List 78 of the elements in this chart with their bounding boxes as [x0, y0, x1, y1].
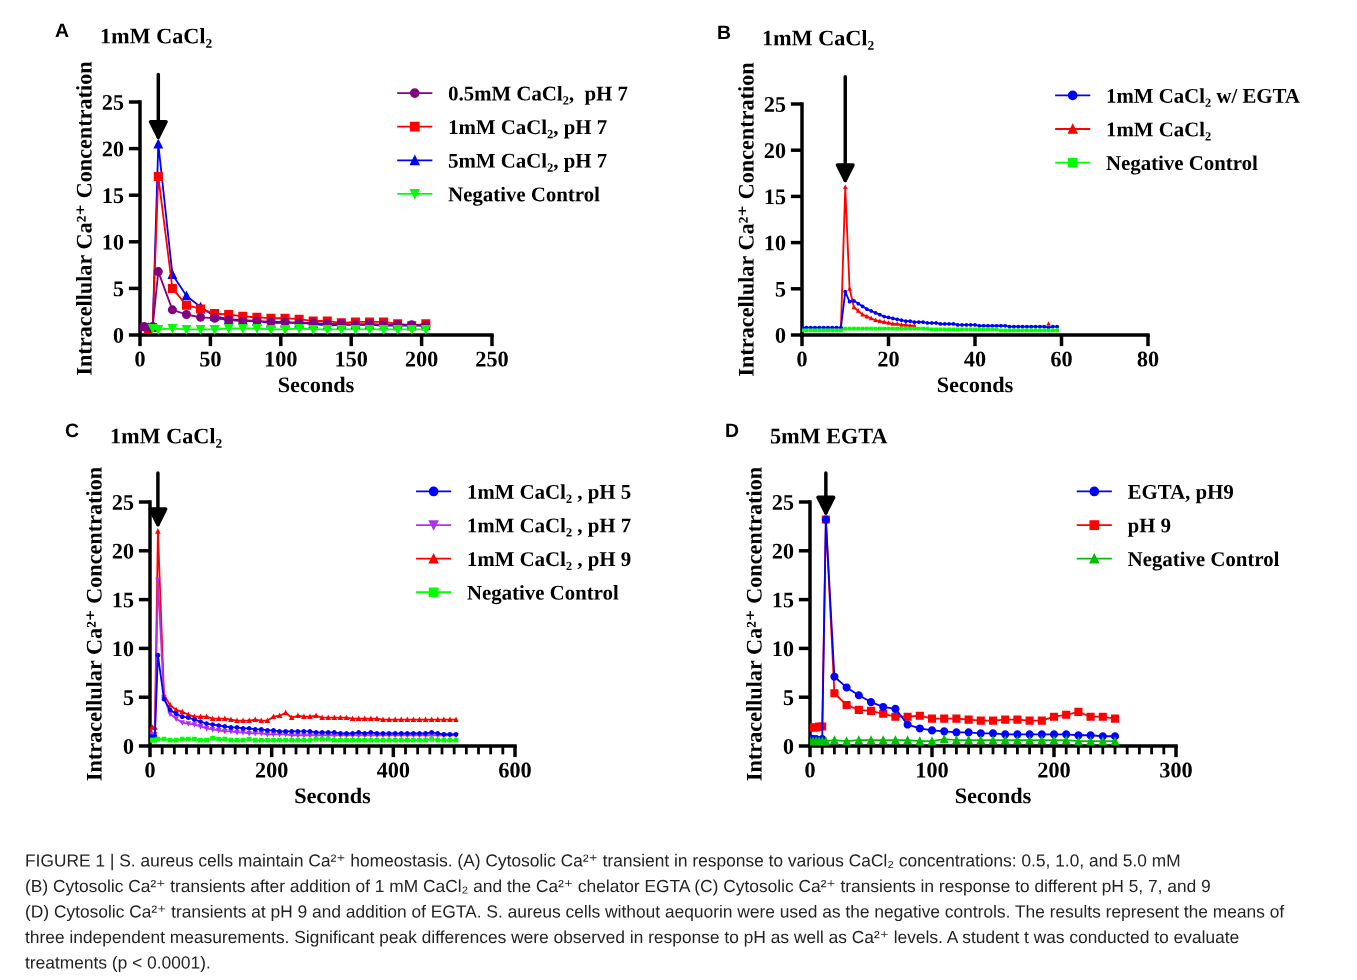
y-axis-title: Intracellular Ca²⁺ Concentration [86, 467, 102, 781]
legend-label: 5mM CaCl₂, pH 7 [448, 153, 607, 173]
text: D [726, 423, 739, 438]
legend-label: 1mM CaCl₂ [1107, 121, 1211, 141]
chart-title: 1mM CaCl₂ [763, 29, 874, 50]
y-tick-label: 20 [102, 141, 124, 157]
x-tick-label: 200 [255, 762, 288, 778]
legend-label: 1mM CaCl₂ , pH 9 [468, 551, 631, 571]
legend-label: 1mM CaCl₂ , pH 5 [468, 484, 631, 504]
y-tick-label: 0 [113, 327, 124, 343]
legend-label: 1mM CaCl₂ w/ EGTA [1107, 88, 1300, 107]
chart-title: 1mM CaCl₂ [101, 27, 212, 48]
text: (B) Cytosolic Ca²⁺ transients after addition of 1 mM CaCl₂ and the Ca²⁺ chelator EGTA (C) Cytosolic Ca²⁺ transients in response to different pH 5, 7, and 9 [26, 879, 1210, 896]
x-tick-label: 200 [1038, 762, 1070, 778]
y-axis-title: Intracellular Ca²⁺ Concentration [76, 61, 92, 375]
x-tick-label: 80 [1137, 351, 1159, 367]
y-tick-label: 15 [765, 189, 786, 205]
x-tick-label: 60 [1051, 351, 1072, 367]
y-tick-label: 20 [112, 543, 134, 559]
x-axis-title: Seconds [278, 376, 354, 393]
y-tick-label: 0 [783, 738, 794, 754]
x-axis-title: Seconds [295, 787, 371, 804]
x-tick-label: 50 [200, 351, 221, 367]
y-tick-label: 15 [113, 592, 134, 608]
y-tick-label: 25 [102, 94, 124, 110]
y-tick-label: 25 [772, 494, 794, 510]
x-axis-title: Seconds [937, 376, 1013, 393]
y-tick-label: 20 [764, 143, 786, 159]
x-tick-label: 40 [964, 351, 986, 367]
legend-label: Negative Control [467, 585, 619, 605]
y-tick-label: 10 [773, 641, 794, 657]
y-tick-label: 0 [775, 327, 786, 343]
legend-label: Negative Control [448, 186, 600, 206]
x-tick-label: 250 [476, 351, 508, 367]
text: treatments (p < 0.0001). [25, 955, 210, 973]
legend-label: 1mM CaCl₂, pH 7 [449, 119, 607, 139]
text: B [718, 25, 731, 40]
x-tick-label: 150 [336, 351, 368, 367]
y-tick-label: 5 [783, 690, 794, 706]
y-tick-label: 15 [773, 592, 794, 608]
x-tick-label: 0 [145, 762, 155, 778]
x-axis-title: Seconds [955, 787, 1031, 804]
x-tick-label: 400 [376, 762, 410, 778]
y-tick-label: 5 [123, 690, 134, 706]
text: C [65, 423, 79, 438]
x-tick-label: 600 [499, 762, 531, 778]
legend-label: Negative Control [1106, 155, 1258, 175]
legend-label: 0.5mM CaCl₂, pH 7 [448, 85, 628, 105]
y-tick-label: 10 [765, 235, 786, 251]
x-tick-label: 100 [917, 762, 948, 778]
y-tick-label: 25 [764, 96, 786, 112]
text: three independent measurements. Significant peak differences were observed in response to pH as well as Ca²⁺ levels. A student t was conducted to evaluate [25, 930, 1239, 947]
y-tick-label: 25 [112, 494, 134, 510]
x-tick-label: 0 [135, 351, 145, 367]
chart-title: 5mM EGTA [770, 428, 888, 444]
legend-label: Negative Control [1128, 551, 1280, 571]
y-tick-label: 5 [113, 281, 124, 297]
x-tick-label: 100 [265, 351, 297, 367]
y-tick-label: 15 [103, 188, 124, 204]
legend-label: pH 9 [1127, 518, 1171, 537]
y-tick-label: 20 [772, 543, 794, 559]
y-tick-label: 0 [123, 738, 134, 754]
x-tick-label: 300 [1160, 762, 1192, 778]
text: A [55, 23, 69, 38]
x-tick-label: 0 [805, 762, 815, 778]
x-tick-label: 20 [878, 351, 899, 367]
caption: FIGURE 1 | S. aureus cells maintain Ca²⁺ homeostasis. (A) Cytosolic Ca²⁺ transient in response to various CaCl₂ concentrations: 0.5, 1.0, and 5.0 mM [26, 853, 1180, 871]
y-axis-title: Intracellular Ca²⁺ Concentration [746, 467, 762, 781]
legend-label: EGTA, pH9 [1127, 484, 1234, 504]
y-tick-label: 10 [113, 641, 134, 657]
chart-title: 1mM CaCl₂ [111, 427, 222, 448]
y-tick-label: 5 [775, 281, 786, 297]
y-tick-label: 10 [103, 234, 124, 250]
x-tick-label: 0 [797, 351, 807, 367]
x-tick-label: 200 [405, 351, 438, 367]
y-axis-title: Intracellular Ca²⁺ Concentration [738, 62, 754, 376]
legend-label: 1mM CaCl₂ , pH 7 [468, 517, 631, 537]
text: (D) Cytosolic Ca²⁺ transients at pH 9 and addition of EGTA. S. aureus cells without aequorin were used as the negative controls. The results represent the means of [26, 904, 1285, 922]
